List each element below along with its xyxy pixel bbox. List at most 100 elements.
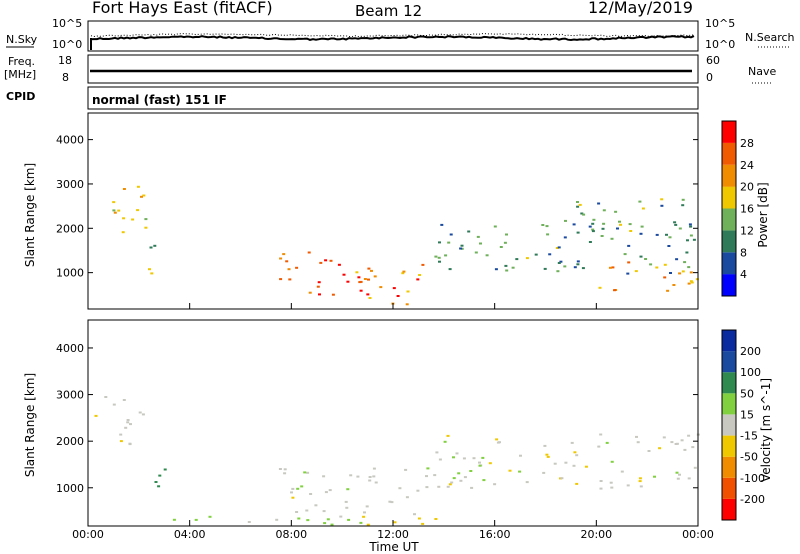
range-gate-cell xyxy=(372,475,376,478)
range-gate-cell xyxy=(681,270,685,273)
range-gate-cell xyxy=(467,230,471,233)
scatter-region-3 xyxy=(433,433,700,490)
range-gate-cell xyxy=(368,479,372,482)
colorbar-swatch xyxy=(722,414,736,436)
range-gate-cell xyxy=(129,423,132,426)
range-gate-cell xyxy=(112,209,116,212)
range-gate-cell xyxy=(342,273,346,276)
range-gate-cell xyxy=(680,439,684,442)
colorbar-frame xyxy=(721,329,737,521)
range-gate-cell xyxy=(421,522,425,525)
range-gate-cell xyxy=(349,474,353,477)
range-gate-cell xyxy=(555,247,559,249)
range-gate-cell xyxy=(306,519,310,522)
range-gate-cell xyxy=(636,441,640,444)
range-gate-cell xyxy=(543,267,547,270)
range-gate-cell xyxy=(687,477,691,480)
range-gate-cell xyxy=(296,487,300,490)
range-gate-cell xyxy=(613,289,616,292)
range-gate-cell xyxy=(367,278,370,281)
colorbar-frame xyxy=(721,120,737,297)
range-gate-cell xyxy=(290,491,293,494)
range-gate-cell xyxy=(318,293,321,296)
colorbar-swatch xyxy=(722,435,736,457)
range-gate-cell xyxy=(584,465,588,468)
range-gate-cell xyxy=(357,276,361,279)
range-gate-cell xyxy=(638,480,642,483)
range-gate-cell xyxy=(404,468,408,471)
range-gate-cell xyxy=(144,218,148,221)
range-gate-cell xyxy=(438,241,441,244)
range-gate-cell xyxy=(308,291,312,294)
range-gate-cell xyxy=(121,231,125,234)
range-gate-cell xyxy=(581,267,585,270)
range-gate-cell xyxy=(462,457,466,460)
range-gate-cell xyxy=(362,515,366,518)
freq-tick-low: 8 xyxy=(62,71,69,84)
range-gate-cell xyxy=(683,448,687,451)
range-gate-cell xyxy=(330,523,334,526)
range-gate-cell xyxy=(638,477,642,480)
date-label: 12/May/2019 xyxy=(588,0,693,17)
x-tick-label: 20:00 xyxy=(580,528,612,541)
range-gate-cell xyxy=(676,477,680,480)
range-gate-cell xyxy=(618,220,621,223)
colorbar-swatch xyxy=(722,186,736,209)
colorbar-swatch xyxy=(722,498,736,520)
colorbar-tick-label: 200 xyxy=(740,345,761,358)
range-gate-cell xyxy=(602,222,606,225)
scatter-region-4 xyxy=(172,515,363,526)
cpid-label: CPID xyxy=(6,90,35,103)
range-gate-cell xyxy=(358,281,362,284)
range-gate-cell xyxy=(655,266,659,269)
range-gate-cell xyxy=(681,204,685,207)
range-gate-cell xyxy=(359,289,363,292)
range-gate-cell xyxy=(163,468,167,471)
range-gate-cell xyxy=(447,241,451,244)
colorbar-swatch xyxy=(722,142,736,165)
range-gate-cell xyxy=(678,227,682,230)
y-tick-label: 1000 xyxy=(56,267,84,280)
freq-label: Freq. xyxy=(8,55,35,68)
range-gate-cell xyxy=(158,474,162,477)
x-tick-label: 00:00 xyxy=(682,528,714,541)
range-gate-cell xyxy=(113,211,117,214)
range-gate-cell xyxy=(576,205,580,208)
range-gate-cell xyxy=(365,505,369,508)
range-gate-cell xyxy=(695,278,699,281)
range-gate-cell xyxy=(117,209,121,212)
range-gate-cell xyxy=(366,523,370,526)
colorbar-swatch xyxy=(722,230,736,253)
scatter-region-5 xyxy=(362,515,438,526)
colorbar-tick-label: 50 xyxy=(740,387,754,400)
range-gate-cell xyxy=(610,237,614,240)
range-gate-cell xyxy=(519,454,522,457)
range-gate-cell xyxy=(564,219,567,222)
range-gate-cell xyxy=(673,221,677,224)
range-gate-cell xyxy=(157,485,161,488)
scatter-region-3 xyxy=(355,263,425,306)
range-gate-cell xyxy=(635,435,638,438)
sky-noise-trace xyxy=(90,35,695,50)
range-gate-cell xyxy=(416,278,420,281)
range-gate-cell xyxy=(448,268,452,271)
range-gate-cell xyxy=(639,232,643,235)
range-gate-cell xyxy=(374,481,378,484)
colorbar-swatch xyxy=(722,121,736,143)
range-gate-cell xyxy=(691,446,695,449)
colorbar-tick-label: 15 xyxy=(740,408,754,421)
range-gate-cell xyxy=(599,480,603,482)
range-gate-cell xyxy=(446,485,450,488)
range-gate-cell xyxy=(655,233,659,236)
range-gate-cell xyxy=(326,518,330,521)
range-gate-cell xyxy=(153,244,157,247)
range-gate-cell xyxy=(144,226,148,229)
range-gate-cell xyxy=(148,268,151,271)
nave-label: Nave xyxy=(748,65,776,78)
range-gate-cell xyxy=(418,274,422,276)
range-gate-cell xyxy=(639,255,643,258)
range-gate-cell xyxy=(504,264,508,267)
range-gate-cell xyxy=(122,399,126,401)
range-gate-cell xyxy=(692,238,696,241)
